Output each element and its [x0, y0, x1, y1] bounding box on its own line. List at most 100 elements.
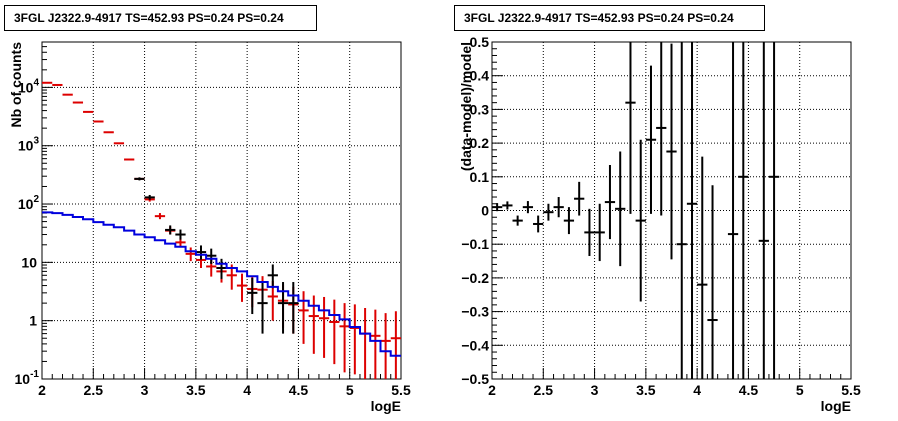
data-point [522, 201, 534, 214]
plot-frame [41, 41, 402, 380]
data-series [492, 42, 780, 379]
x-tick-label: 4 [693, 382, 701, 398]
x-tick-label: 5.5 [391, 382, 411, 398]
chart-title: 3FGL J2322.9-4917 TS=452.93 PS=0.24 PS=0… [4, 5, 317, 31]
y-tick-label: 0.1 [470, 169, 490, 185]
data-point [380, 313, 391, 379]
data-point [329, 299, 340, 365]
data-point [288, 282, 299, 334]
data-point [533, 215, 544, 233]
data-point [175, 229, 186, 240]
data-series [134, 177, 299, 334]
data-point [594, 203, 605, 262]
y-tick-label: 1 [29, 313, 37, 329]
x-tick-label: 2 [38, 382, 46, 398]
data-point [216, 258, 227, 279]
data-point [165, 225, 176, 235]
y-tick-label: −0.5 [461, 371, 489, 387]
y-tick-label: 0.4 [470, 68, 490, 84]
x-tick-label: 2 [488, 382, 496, 398]
data-point [563, 207, 575, 235]
data-point [298, 291, 309, 344]
x-axis-label: logE [821, 398, 851, 414]
y-tick-label: −0.2 [461, 270, 489, 286]
y-tick-label: −0.1 [461, 236, 489, 252]
y-axis-label: Nb of counts [8, 42, 24, 128]
x-tick-label: 5.5 [841, 382, 861, 398]
x-tick-label: 3 [591, 382, 599, 398]
data-point [134, 177, 145, 181]
data-point [707, 185, 718, 379]
y-tick-label: 0 [481, 203, 489, 219]
data-point [206, 248, 217, 264]
data-point [553, 197, 564, 218]
y-tick-label: 10-1 [15, 369, 40, 387]
data-series [42, 211, 401, 357]
data-point [727, 42, 739, 379]
data-point [236, 273, 248, 302]
data-point [686, 42, 698, 379]
data-point [195, 245, 207, 260]
x-tick-label: 2.5 [534, 382, 554, 398]
data-point [543, 203, 554, 221]
data-series [42, 81, 401, 379]
data-point [185, 247, 196, 262]
gridlines [42, 42, 401, 379]
data-point [738, 42, 749, 379]
gridlines [492, 42, 851, 379]
data-point [370, 309, 381, 379]
residual-chart: 2 2.5 3 3.5 4 4.5 5 5.5 −0.5 −0.4 −0.3 −0.2 −0.1 0 0.1… [458, 34, 861, 414]
data-point [512, 215, 523, 226]
model-step-line [42, 211, 401, 357]
x-tick-label: 4.5 [739, 382, 759, 398]
data-point [666, 43, 677, 260]
x-tick-label: 3.5 [636, 382, 656, 398]
data-point [154, 213, 166, 220]
y-tick-label: 10 [21, 254, 37, 270]
y-tick-label: 103 [18, 136, 40, 154]
y-tick-label: −0.3 [461, 304, 489, 320]
x-tick-label: 5 [796, 382, 804, 398]
data-point [257, 281, 268, 334]
data-point [492, 203, 503, 212]
data-point [635, 139, 646, 302]
y-axis-label: (data-model)/model [458, 42, 474, 171]
left-chart-panel: 2 2.5 3 3.5 4 4.5 5 5.5 10-1 1 10 102 103 104 logE Nb o… [4, 5, 411, 414]
data-point [144, 194, 155, 200]
data-point [768, 42, 780, 379]
x-tick-label: 4 [243, 382, 251, 398]
data-point [247, 277, 258, 315]
data-point [267, 264, 278, 289]
data-point [318, 296, 330, 358]
data-point [359, 307, 371, 379]
x-tick-label: 4.5 [289, 382, 309, 398]
x-tick-label: 3 [141, 382, 149, 398]
data-point [697, 156, 708, 379]
data-point [390, 311, 401, 379]
x-tick-label: 3.5 [186, 382, 206, 398]
data-point [676, 42, 687, 379]
y-tick-label: 102 [18, 194, 40, 212]
axis-ticks [41, 41, 402, 380]
data-point [615, 151, 626, 267]
data-point [308, 295, 319, 354]
x-axis-label: logE [371, 398, 401, 414]
y-tick-label: −0.4 [461, 337, 489, 353]
chart-title: 3FGL J2322.9-4917 TS=452.93 PS=0.24 PS=0… [454, 5, 765, 31]
data-point [574, 181, 585, 216]
y-tick-label: 104 [18, 77, 40, 95]
data-point [656, 42, 667, 216]
data-point [339, 303, 350, 373]
y-tick-label: 0.2 [470, 135, 490, 151]
right-chart-panel: 2 2.5 3 3.5 4 4.5 5 5.5 −0.5 −0.4 −0.3 −0.2 −0.1 0 0.1… [449, 0, 898, 421]
y-tick-label: 0.3 [470, 101, 490, 117]
counts-chart: 2 2.5 3 3.5 4 4.5 5 5.5 10-1 1 10 102 103 104 logE Nb o… [8, 41, 411, 414]
data-point [277, 282, 289, 334]
data-point [758, 42, 769, 379]
data-point [584, 208, 595, 256]
data-point [625, 42, 636, 214]
axis-ticks [491, 41, 852, 380]
data-point [645, 65, 657, 214]
data-point [502, 201, 513, 210]
data-point [604, 165, 616, 240]
